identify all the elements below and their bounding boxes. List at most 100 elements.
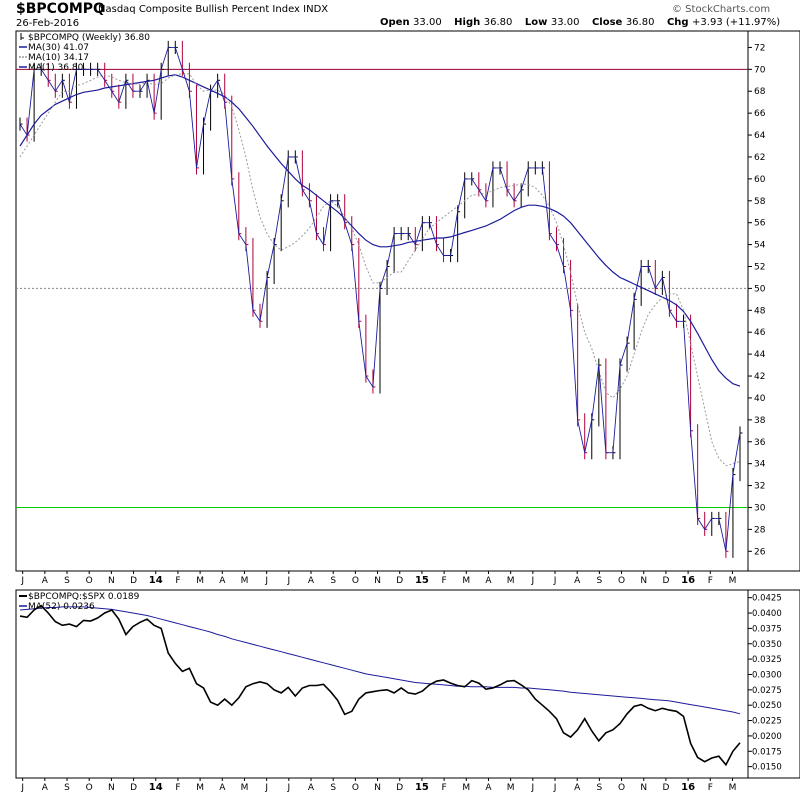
- x-tick-label: N: [374, 576, 381, 586]
- y-tick-label: 44: [754, 350, 766, 360]
- x-tick-label: M: [729, 576, 737, 586]
- x-tick-label: A: [574, 783, 581, 793]
- ratio-panel-axis: [747, 589, 800, 779]
- x-tick-label: J: [20, 783, 24, 793]
- x-tick-label: J: [553, 783, 557, 793]
- price-panel: [15, 30, 749, 572]
- x-tick-label: M: [241, 783, 249, 793]
- x-tick-label: D: [396, 576, 403, 586]
- y-tick-label: 68: [754, 87, 766, 97]
- x-tick-label: A: [42, 576, 49, 586]
- ratio-panel: [15, 589, 749, 779]
- close-value: 36.80: [625, 17, 655, 28]
- x-tick-label: A: [308, 783, 315, 793]
- x-tick-label: O: [352, 576, 359, 586]
- x-tick-label: M: [462, 576, 470, 586]
- y-tick-label: 38: [754, 416, 766, 426]
- y-tick-label: 0.0250: [752, 701, 782, 711]
- x-tick-label: A: [485, 783, 492, 793]
- x-tick-label: 16: [681, 782, 695, 793]
- symbol-description: Nasdaq Composite Bullish Percent Index I…: [98, 4, 328, 15]
- ratio-line: [19, 604, 741, 767]
- x-tick-label: F: [442, 576, 447, 586]
- x-tick-label: S: [597, 783, 603, 793]
- x-tick-label: M: [507, 576, 515, 586]
- x-tick-label: N: [640, 576, 647, 586]
- open-value: 33.00: [413, 17, 442, 28]
- y-tick-label: 40: [754, 394, 766, 404]
- high-value: 36.80: [483, 17, 513, 28]
- legend-entry: MA(30) 41.07: [28, 43, 89, 53]
- y-tick-label: 0.0150: [752, 763, 782, 773]
- y-tick-label: 30: [754, 503, 766, 513]
- x-tick-label: N: [374, 783, 381, 793]
- x-tick-label: M: [507, 783, 515, 793]
- y-tick-label: 64: [754, 131, 766, 141]
- description-text: Nasdaq Composite Bullish Percent Index: [98, 4, 300, 15]
- x-tick-label: F: [442, 783, 447, 793]
- x-tick-label: J: [287, 783, 291, 793]
- x-tick-label: D: [130, 576, 137, 586]
- y-tick-label: 0.0175: [752, 747, 782, 757]
- x-tick-label: 14: [149, 575, 163, 586]
- y-tick-label: 50: [754, 284, 766, 294]
- y-tick-label: 36: [754, 438, 766, 448]
- x-tick-label: M: [196, 576, 204, 586]
- x-tick-label: D: [396, 783, 403, 793]
- y-tick-label: 54: [754, 241, 766, 251]
- open-label: Open: [380, 17, 410, 28]
- x-tick-label: F: [708, 783, 713, 793]
- y-tick-label: 0.0200: [752, 732, 782, 742]
- price-panel-axis: [747, 30, 800, 572]
- y-tick-label: 26: [754, 547, 766, 557]
- exchange-text: INDX: [303, 4, 329, 15]
- low-label: Low: [524, 17, 548, 28]
- x-tick-label: S: [597, 576, 603, 586]
- x-tick-label: J: [531, 783, 535, 793]
- ohlc-readout: Open 33.00 High 36.80 Low 33.00 Close 36…: [380, 17, 780, 28]
- x-tick-label: J: [264, 783, 268, 793]
- ma10-line: [19, 73, 741, 467]
- x-tick-label: S: [64, 783, 70, 793]
- x-tick-label: A: [219, 576, 226, 586]
- x-tick-label: J: [264, 576, 268, 586]
- x-tick-label: 15: [415, 782, 429, 793]
- low-value: 33.00: [550, 17, 580, 28]
- x-tick-label: J: [20, 576, 24, 586]
- y-tick-label: 46: [754, 328, 766, 338]
- legend-entry: MA(10) 34.17: [28, 53, 89, 63]
- x-tick-label: D: [130, 783, 137, 793]
- x-tick-label: S: [64, 576, 70, 586]
- legend-entry: MA(1) 36.80: [28, 63, 84, 73]
- y-tick-label: 70: [754, 65, 766, 75]
- y-tick-label: 72: [754, 43, 765, 53]
- chg-label: Chg: [666, 17, 689, 28]
- x-tick-label: D: [662, 576, 669, 586]
- x-tick-label: 15: [415, 575, 429, 586]
- y-tick-label: 34: [754, 460, 766, 470]
- chart-date: 26-Feb-2016: [16, 18, 80, 29]
- y-tick-label: 0.0400: [752, 609, 782, 619]
- y-tick-label: 42: [754, 372, 765, 382]
- y-tick-label: 0.0275: [752, 686, 782, 696]
- x-tick-label: F: [175, 576, 180, 586]
- y-tick-label: 32: [754, 482, 765, 492]
- x-tick-label: A: [308, 576, 315, 586]
- stockcharts-watermark: © StockCharts.com: [672, 4, 771, 15]
- y-tick-label: 0.0225: [752, 717, 782, 727]
- chg-value: +3.93 (+11.97%): [692, 17, 781, 28]
- x-tick-label: O: [86, 783, 93, 793]
- x-tick-label: O: [618, 576, 625, 586]
- x-tick-label: F: [175, 783, 180, 793]
- x-tick-label: N: [640, 783, 647, 793]
- x-tick-label: M: [196, 783, 204, 793]
- y-tick-label: 60: [754, 175, 766, 185]
- x-tick-label: N: [108, 783, 115, 793]
- legend-entry: MA(52) 0.0236: [28, 602, 95, 612]
- legend-entry: $BPCOMPQ:$SPX 0.0189: [28, 592, 140, 602]
- y-tick-label: 0.0300: [752, 670, 782, 680]
- y-tick-label: 0.0375: [752, 624, 782, 634]
- x-tick-label: A: [219, 783, 226, 793]
- x-tick-label: O: [618, 783, 625, 793]
- x-tick-label: M: [462, 783, 470, 793]
